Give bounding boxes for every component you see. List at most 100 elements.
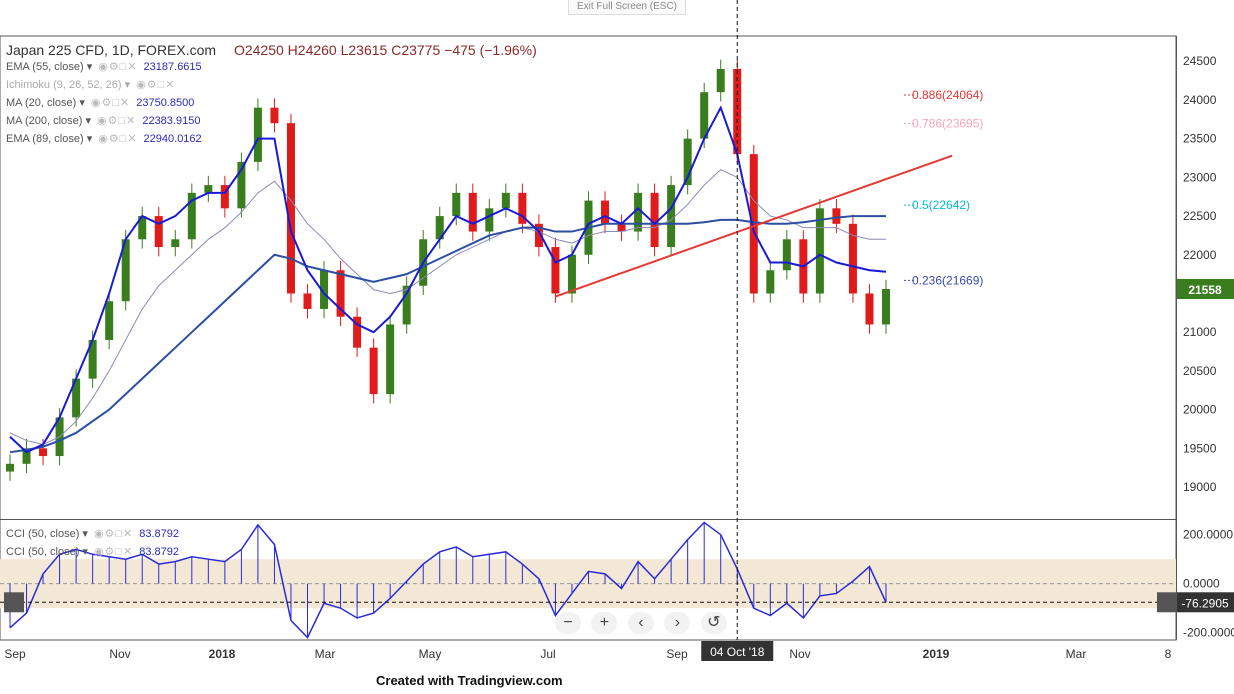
x-tick-label: Nov [109,647,130,661]
scroll-right-button[interactable]: › [664,612,691,634]
zoom-toolbar: − + ‹ › ↺ [555,612,733,634]
candle-body [882,288,890,325]
candle-body [832,208,841,224]
candle-body [650,192,659,248]
candle-body [386,324,395,395]
indicator-controls-icon[interactable]: ◉⚙□✕ [90,97,131,109]
indicator-row[interactable]: MA (20, close) ▾ ◉⚙□✕ 23750.8500 [6,94,537,112]
cci-legend: CCI (50, close) ▾ ◉⚙□✕ 83.8792 CCI (50, clo… [6,525,179,561]
candle-body [138,216,147,240]
candle-body [187,192,196,240]
candle-body [353,316,362,348]
price-tick-label: 20500 [1183,364,1217,378]
symbol-title[interactable]: Japan 225 CFD, 1D, FOREX.com O24250 H242… [6,42,537,58]
indicator-label: EMA (55, close) ▾ [6,61,93,73]
candle-body [320,270,329,309]
indicator-label: MA (20, close) ▾ [6,97,85,109]
candle-body [634,192,643,232]
indicator-value: 23750.8500 [136,97,195,109]
cci-badge-label: -76.2905 [1181,596,1229,610]
cci-row[interactable]: CCI (50, close) ▾ ◉⚙□✕ 83.8792 [6,525,179,543]
indicator-label: Ichimoku (9, 26, 52, 26) ▾ [6,79,131,91]
candle-body [220,185,229,209]
candle-body [534,223,543,248]
indicator-controls-icon[interactable]: ◉⚙□✕ [98,61,138,73]
x-tick-label: 8 [1165,647,1172,661]
candle-body [485,208,494,232]
candle-body [286,123,295,294]
cci-label: CCI (50, close) ▾ [6,528,88,540]
price-tick-label: 19500 [1183,441,1217,455]
zoom-in-button[interactable]: + [591,612,618,634]
candle-body [601,200,610,224]
candle-body [336,270,345,317]
cci-controls-icon[interactable]: ◉⚙□✕ [93,528,134,540]
candle-body [700,92,709,139]
price-tick-label: 23000 [1183,170,1217,184]
cci-row[interactable]: CCI (50, close) ▾ ◉⚙□✕ 83.8792 [6,543,179,561]
ohlc-readout: O24250 H24260 L23615 C23775 −475 (−1.96%… [233,42,537,58]
x-tick-label: May [419,647,442,661]
candle-body [105,301,114,340]
indicator-value: 22383.9150 [142,115,201,127]
candle-body [369,347,378,395]
indicator-value: 23187.6615 [143,61,202,73]
reset-chart-button[interactable]: ↺ [700,612,727,634]
indicator-row[interactable]: EMA (55, close) ▾ ◉⚙□✕ 23187.6615 [6,58,537,76]
credit-text: Created with Tradingview.com [376,673,563,688]
candle-body [435,216,444,240]
candle-body [468,192,477,232]
cci-controls-icon[interactable]: ◉⚙□✕ [93,546,134,558]
price-tick-label: 22500 [1183,209,1217,223]
candle-body [237,161,246,209]
scroll-left-button[interactable]: ‹ [627,612,654,634]
candle-body [253,107,262,162]
price-tick-label: 24000 [1183,93,1217,107]
ma200-line [9,215,886,454]
candle-body [865,293,874,325]
zoom-out-button[interactable]: − [555,612,581,634]
indicator-value: 22940.0162 [143,133,202,145]
ema55-line [9,169,886,445]
price-tick-label: 24500 [1183,54,1217,68]
price-tick-label: 19000 [1183,480,1217,494]
candle-body [501,192,510,209]
candle-body [749,154,758,294]
x-tick-label: Sep [4,647,26,661]
indicator-controls-icon[interactable]: ◉⚙□✕ [136,79,176,91]
indicator-controls-icon[interactable]: ◉⚙□✕ [98,133,138,145]
candle-body [72,378,81,418]
candle-body [567,254,576,294]
indicator-row[interactable]: MA (200, close) ▾ ◉⚙□✕ 22383.9150 [6,112,537,130]
crosshair-plus-left [4,592,24,613]
indicator-row[interactable]: Ichimoku (9, 26, 52, 26) ▾ ◉⚙□✕ [6,76,537,94]
cci-tick-label: 0.0000 [1183,577,1220,591]
indicator-label: EMA (89, close) ▾ [6,133,93,145]
indicator-row[interactable]: EMA (89, close) ▾ ◉⚙□✕ 22940.0162 [6,130,537,148]
candle-body [204,185,213,193]
trend-line [555,154,953,298]
price-tick-label: 23500 [1183,132,1217,146]
candle-body [733,68,742,155]
cci-tick-label: 200.0000 [1183,528,1233,542]
candle-body [766,270,775,294]
indicator-label: MA (200, close) ▾ [6,115,91,127]
ma20-line [9,105,887,454]
exit-fullscreen-button[interactable]: Exit Full Screen (ESC) [568,0,686,15]
candle-body [39,448,48,457]
indicator-controls-icon[interactable]: ◉⚙□✕ [97,115,137,127]
price-tick-label: 21000 [1183,325,1217,339]
cci-line [9,521,887,639]
candle-body [171,239,180,248]
crosshair-date-label: 04 Oct '18 [710,645,765,659]
x-tick-label: Jul [540,647,555,661]
candle-body [88,339,97,379]
cci-value: 83.8792 [139,546,180,558]
price-badge-label: 21558 [1188,283,1222,297]
cci-label: CCI (50, close) ▾ [6,546,88,558]
x-tick-label: 2018 [209,647,236,661]
x-tick-label: Sep [666,647,688,661]
fib-level-label: 0.786(23695) [912,117,983,131]
cci-value: 83.8792 [139,528,180,540]
